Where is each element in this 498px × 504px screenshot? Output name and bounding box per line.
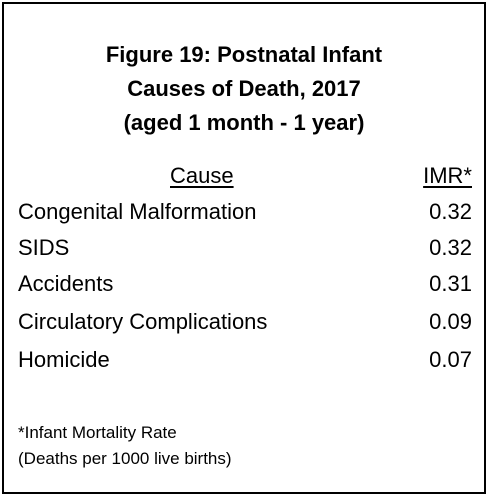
figure-title-line-2: Causes of Death, 2017	[127, 76, 361, 101]
imr-value: 0.31	[429, 271, 472, 296]
cause-column-header: Cause	[170, 163, 234, 188]
footnote-definition: *Infant Mortality Rate	[18, 423, 177, 442]
table-row: SIDS 0.32	[18, 233, 472, 263]
imr-column-header: IMR*	[423, 163, 472, 188]
imr-value: 0.32	[429, 199, 472, 224]
table-row: Circulatory Complications 0.09	[18, 307, 472, 337]
cause-label: Homicide	[18, 347, 110, 372]
cause-label: Congenital Malformation	[18, 199, 257, 224]
table-row: Congenital Malformation 0.32	[18, 197, 472, 227]
imr-value: 0.09	[429, 309, 472, 334]
figure-frame: Figure 19: Postnatal Infant Causes of De…	[2, 2, 486, 494]
table-row: Homicide 0.07	[18, 345, 472, 375]
cause-label: SIDS	[18, 235, 70, 260]
imr-value: 0.07	[429, 347, 472, 372]
cause-label: Accidents	[18, 271, 114, 296]
footnote-units: (Deaths per 1000 live births)	[18, 449, 232, 468]
figure-title-line-1: Figure 19: Postnatal Infant	[105, 42, 383, 67]
table-row: Accidents 0.31	[18, 269, 472, 299]
cause-label: Circulatory Complications	[18, 309, 268, 334]
figure-title-line-3: (aged 1 month - 1 year)	[123, 110, 365, 135]
imr-value: 0.32	[429, 235, 472, 260]
